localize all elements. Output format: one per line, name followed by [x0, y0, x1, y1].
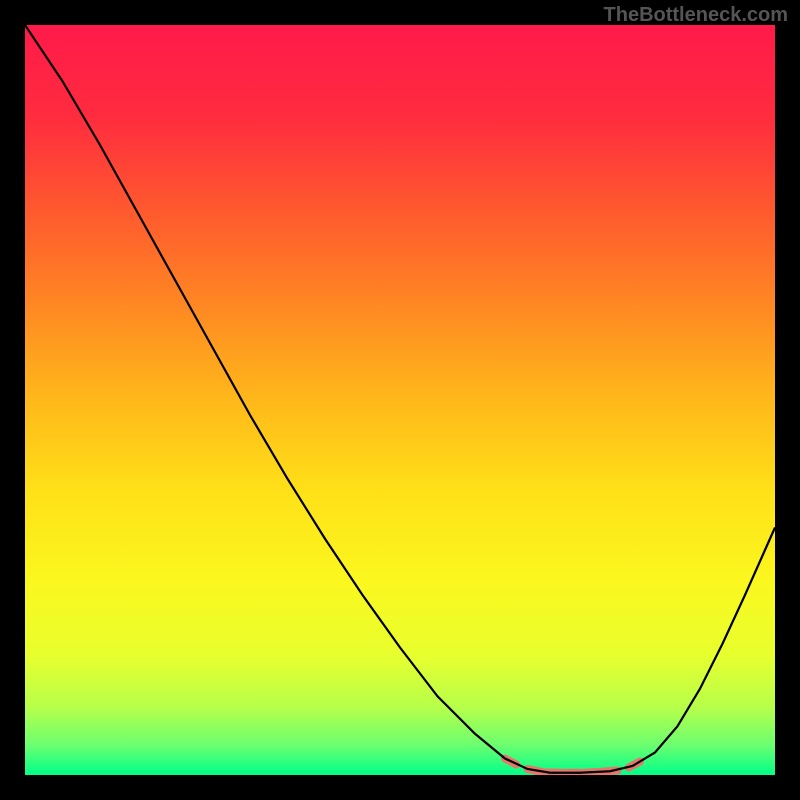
watermark-text: TheBottleneck.com — [604, 4, 788, 27]
curve-layer — [25, 25, 775, 775]
bottleneck-curve — [25, 25, 775, 773]
highlight-region — [505, 759, 640, 773]
plot-area — [25, 25, 775, 775]
